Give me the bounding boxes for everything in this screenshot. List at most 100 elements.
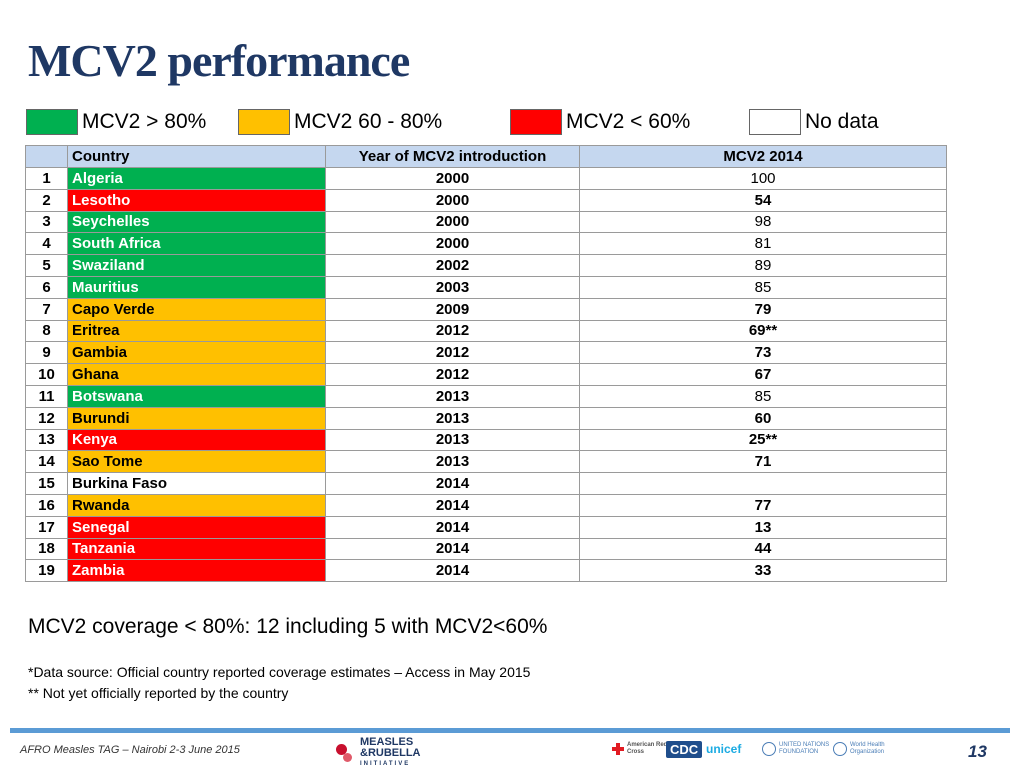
cdc-logo: CDC	[666, 739, 703, 759]
row-country: Zambia	[67, 559, 326, 583]
header-country: Country	[67, 145, 326, 168]
row-year: 2000	[325, 232, 580, 256]
row-year: 2012	[325, 341, 580, 365]
table-row: 16 Rwanda 2014 77	[25, 493, 947, 517]
row-year: 2013	[325, 406, 580, 430]
row-mcv2: 54	[579, 188, 947, 212]
table-row: 4 South Africa 2000 81	[25, 232, 947, 256]
who-emblem-icon	[833, 742, 847, 756]
row-country: Burkina Faso	[67, 472, 326, 495]
table-row: 8 Eritrea 2012 69**	[25, 319, 947, 343]
row-year: 2012	[325, 363, 580, 386]
who-logo: World Health Organization	[833, 739, 898, 759]
row-country: Ghana	[67, 363, 326, 386]
row-mcv2: 44	[579, 537, 947, 561]
legend-item-red: MCV2 < 60%	[510, 109, 690, 135]
table-row: 12 Burundi 2013 60	[25, 406, 947, 430]
row-country: Tanzania	[67, 537, 326, 561]
table-row: 19 Zambia 2014 33	[25, 559, 947, 583]
header-mcv2-2014: MCV2 2014	[579, 145, 947, 168]
table-row: 3 Seychelles 2000 98	[25, 210, 947, 234]
footnote-data-source: *Data source: Official country reported …	[28, 664, 531, 680]
row-year: 2003	[325, 275, 580, 299]
row-index: 17	[25, 515, 68, 539]
legend-item-nodata: No data	[749, 109, 879, 135]
row-country: Algeria	[67, 167, 326, 190]
legend-swatch-green	[26, 109, 78, 135]
row-index: 18	[25, 537, 68, 561]
row-mcv2: 33	[579, 559, 947, 583]
un-globe-icon	[762, 742, 776, 756]
legend-label: No data	[805, 110, 879, 133]
mri-logo-line2: &RUBELLA	[360, 747, 421, 759]
row-mcv2: 100	[579, 167, 947, 190]
table-row: 6 Mauritius 2003 85	[25, 275, 947, 299]
row-index: 13	[25, 428, 68, 452]
header-year: Year of MCV2 introduction	[325, 145, 580, 168]
legend-swatch-red	[510, 109, 562, 135]
row-index: 19	[25, 559, 68, 583]
row-mcv2: 77	[579, 493, 947, 517]
row-mcv2: 85	[579, 384, 947, 408]
row-index: 9	[25, 341, 68, 365]
row-country: Gambia	[67, 341, 326, 365]
table-row: 15 Burkina Faso 2014	[25, 472, 947, 495]
red-cross-text: American Red Cross	[627, 742, 668, 755]
row-country: Eritrea	[67, 319, 326, 343]
row-country: Lesotho	[67, 188, 326, 212]
row-index: 2	[25, 188, 68, 212]
legend-label: MCV2 < 60%	[566, 110, 691, 133]
legend-label: MCV2 60 - 80%	[294, 110, 443, 133]
row-mcv2: 60	[579, 406, 947, 430]
row-mcv2	[579, 472, 947, 495]
unicef-logo: unicef	[706, 739, 741, 759]
row-year: 2013	[325, 384, 580, 408]
row-country: Capo Verde	[67, 297, 326, 321]
row-country: Senegal	[67, 515, 326, 539]
row-mcv2: 69**	[579, 319, 947, 343]
page-number: 13	[968, 742, 987, 761]
mri-logo-line1: MEASLES	[360, 736, 414, 748]
red-cross-icon	[612, 743, 624, 755]
row-country: Burundi	[67, 406, 326, 430]
row-year: 2009	[325, 297, 580, 321]
row-country: Rwanda	[67, 493, 326, 517]
table-body: 1 Algeria 2000 100 2 Lesotho 2000 54 3 Seychelles…	[25, 167, 947, 583]
row-mcv2: 71	[579, 450, 947, 474]
row-index: 4	[25, 232, 68, 256]
row-year: 2002	[325, 254, 580, 277]
legend-swatch-yellow	[238, 109, 290, 135]
row-year: 2014	[325, 559, 580, 583]
row-year: 2012	[325, 319, 580, 343]
footer-caption: AFRO Measles TAG – Nairobi 2-3 June 2015	[20, 744, 240, 756]
table-header-row: Country Year of MCV2 introduction MCV2 2…	[25, 145, 947, 168]
legend: MCV2 > 80% MCV2 60 - 80% MCV2 < 60% No d…	[0, 109, 1024, 139]
footer-divider	[10, 728, 1010, 733]
red-cross-logo: American Red Cross	[612, 739, 673, 759]
table-row: 18 Tanzania 2014 44	[25, 537, 947, 561]
table-row: 14 Sao Tome 2013 71	[25, 450, 947, 474]
row-country: South Africa	[67, 232, 326, 256]
row-country: Mauritius	[67, 275, 326, 299]
table-row: 11 Botswana 2013 85	[25, 384, 947, 408]
row-mcv2: 67	[579, 363, 947, 386]
row-index: 6	[25, 275, 68, 299]
footnote-not-reported: ** Not yet officially reported by the co…	[28, 685, 289, 701]
row-country: Botswana	[67, 384, 326, 408]
table-row: 7 Capo Verde 2009 79	[25, 297, 947, 321]
mcv2-table: Country Year of MCV2 introduction MCV2 2…	[25, 145, 947, 583]
row-year: 2000	[325, 188, 580, 212]
table-row: 10 Ghana 2012 67	[25, 363, 947, 386]
mri-logo-icon	[334, 743, 356, 765]
row-index: 12	[25, 406, 68, 430]
unicef-text: unicef	[706, 742, 742, 756]
table-row: 13 Kenya 2013 25**	[25, 428, 947, 452]
who-text: World Health Organization	[850, 742, 885, 755]
row-index: 7	[25, 297, 68, 321]
row-index: 15	[25, 472, 68, 495]
row-mcv2: 85	[579, 275, 947, 299]
row-index: 14	[25, 450, 68, 474]
row-index: 1	[25, 167, 68, 190]
row-mcv2: 98	[579, 210, 947, 234]
row-country: Kenya	[67, 428, 326, 452]
